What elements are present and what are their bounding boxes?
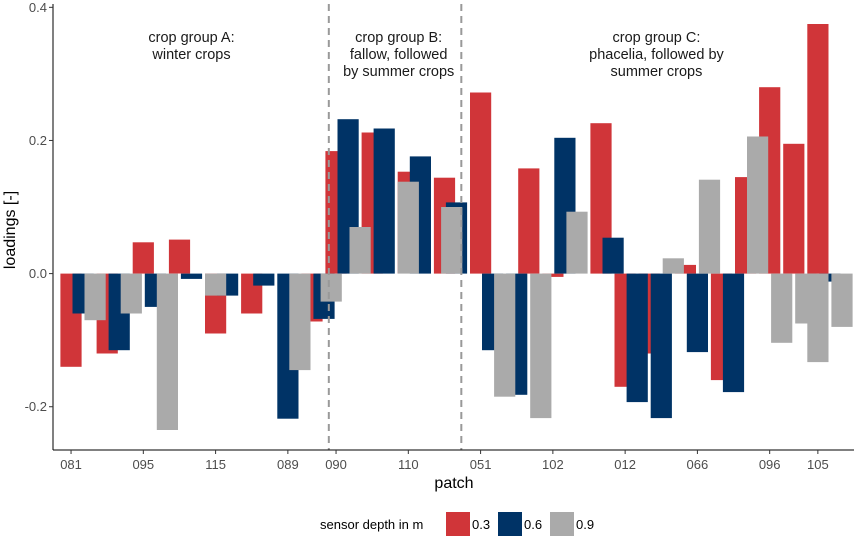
group-label-line: crop group B: bbox=[355, 30, 442, 46]
bar-depth-0-9 bbox=[747, 136, 769, 274]
y-axis-title: loadings [-] bbox=[2, 191, 19, 269]
group-dividers bbox=[327, 4, 463, 450]
y-tick-label: -0.2 bbox=[25, 399, 47, 414]
bar-depth-0-9 bbox=[205, 273, 227, 296]
group-label-line: phacelia, followed by bbox=[589, 47, 724, 63]
bar-depth-0-3 bbox=[783, 143, 805, 274]
y-tick-label: 0.0 bbox=[29, 266, 47, 281]
legend-swatch-0-6 bbox=[498, 512, 522, 536]
bar-depth-0-6 bbox=[722, 273, 745, 393]
group-label-line: by summer crops bbox=[343, 64, 454, 80]
x-tick-label: 095 bbox=[132, 457, 154, 472]
bar-depth-0-9 bbox=[807, 273, 829, 363]
bar-depth-0-3 bbox=[674, 264, 696, 274]
bar-depth-0-9 bbox=[84, 273, 106, 321]
x-tick-label: 105 bbox=[807, 457, 829, 472]
bar-depth-0-9 bbox=[120, 273, 142, 314]
x-tick-label: 102 bbox=[542, 457, 564, 472]
group-label-line: summer crops bbox=[611, 64, 703, 80]
bar-depth-0-3 bbox=[518, 168, 540, 274]
bar-depth-0-3 bbox=[168, 239, 191, 274]
bar-depth-0-6 bbox=[253, 273, 275, 286]
bar-depth-0-3 bbox=[132, 242, 154, 274]
y-tick-label: 0.2 bbox=[29, 133, 47, 148]
bars-layer bbox=[60, 24, 853, 430]
bar-depth-0-9 bbox=[320, 273, 342, 302]
group-label-line: crop group A: bbox=[148, 30, 234, 46]
legend-swatch-0-3 bbox=[446, 512, 470, 536]
bar-depth-0-9 bbox=[349, 227, 371, 274]
legend: sensor depth in m 0.3 0.6 0.9 bbox=[320, 512, 594, 536]
group-label-line: winter crops bbox=[151, 47, 230, 63]
bar-depth-0-6 bbox=[602, 237, 624, 274]
bar-depth-0-9 bbox=[289, 273, 311, 371]
x-tick-label: 096 bbox=[759, 457, 781, 472]
bar-depth-0-6 bbox=[819, 273, 841, 282]
bar-depth-0-9 bbox=[662, 258, 684, 274]
bar-depth-0-9 bbox=[698, 179, 721, 274]
bar-depth-0-3 bbox=[590, 123, 612, 274]
x-tick-label: 051 bbox=[470, 457, 492, 472]
group-label: crop group B: fallow, followed by summer c… bbox=[343, 30, 454, 80]
bar-depth-0-9 bbox=[530, 273, 552, 419]
bar-depth-0-6 bbox=[180, 273, 203, 279]
bar-depth-0-6 bbox=[373, 128, 395, 274]
bar-depth-0-6 bbox=[626, 273, 648, 403]
bar-depth-0-3 bbox=[807, 24, 829, 274]
group-label-line: crop group C: bbox=[613, 30, 701, 46]
group-label-line: fallow, followed bbox=[350, 47, 448, 63]
bar-depth-0-3 bbox=[542, 273, 564, 277]
x-tick-label: 012 bbox=[614, 457, 636, 472]
legend-entry-label: 0.9 bbox=[576, 517, 594, 532]
bar-depth-0-6 bbox=[650, 273, 672, 419]
group-label: crop group C: phacelia, followed by summer… bbox=[589, 30, 724, 80]
x-axis-title: patch bbox=[434, 475, 473, 492]
bar-depth-0-9 bbox=[397, 181, 419, 274]
x-tick-label: 115 bbox=[205, 457, 226, 472]
bar-depth-0-9 bbox=[156, 273, 178, 430]
legend-entry-label: 0.3 bbox=[472, 517, 490, 532]
bar-depth-0-9 bbox=[831, 273, 853, 327]
bar-depth-0-3 bbox=[470, 92, 492, 274]
axes: 0.4 0.2 0.0 -0.2 081 095 115 089 090 110 051 102 012… bbox=[25, 0, 854, 472]
legend-title: sensor depth in m bbox=[320, 517, 423, 532]
x-tick-label: 089 bbox=[277, 457, 299, 472]
bar-depth-0-9 bbox=[771, 273, 793, 343]
bar-depth-0-9 bbox=[494, 273, 516, 397]
bar-depth-0-9 bbox=[441, 207, 463, 274]
group-label: crop group A: winter crops bbox=[148, 30, 234, 63]
bar-depth-0-6 bbox=[686, 273, 708, 353]
x-tick-label: 090 bbox=[325, 457, 347, 472]
x-tick-label: 066 bbox=[687, 457, 709, 472]
x-tick-label: 081 bbox=[60, 457, 82, 472]
bar-depth-0-9 bbox=[566, 211, 588, 274]
y-tick-label: 0.4 bbox=[29, 0, 47, 15]
x-tick-label: 110 bbox=[398, 457, 419, 472]
group-labels: crop group A: winter crops crop group B: fa… bbox=[148, 30, 724, 80]
legend-entry-label: 0.6 bbox=[524, 517, 542, 532]
legend-swatch-0-9 bbox=[550, 512, 574, 536]
